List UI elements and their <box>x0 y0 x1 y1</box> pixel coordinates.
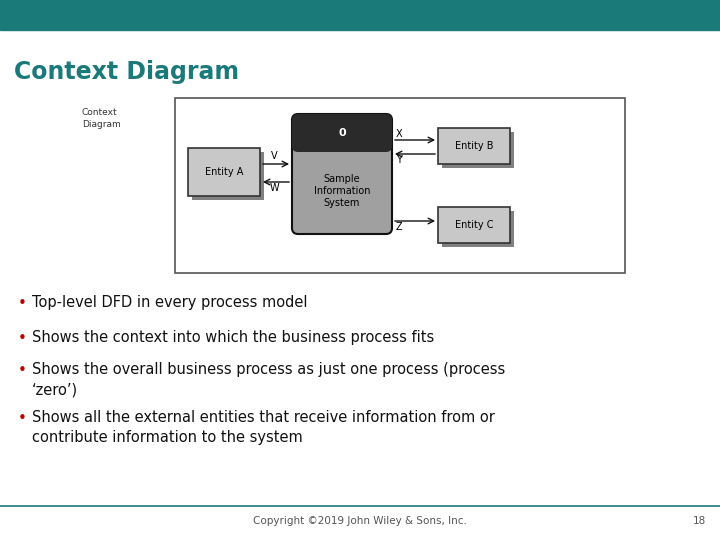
Text: •: • <box>18 331 27 346</box>
Text: •: • <box>18 411 27 426</box>
Bar <box>0 0 720 30</box>
FancyBboxPatch shape <box>292 114 392 234</box>
Text: Context Diagram: Context Diagram <box>14 60 239 84</box>
Bar <box>188 148 260 196</box>
Text: Entity A: Entity A <box>204 167 243 177</box>
Text: Context
Diagram: Context Diagram <box>82 108 121 129</box>
Bar <box>442 132 514 168</box>
Text: Sample
Information
System: Sample Information System <box>314 173 370 208</box>
Text: Shows the overall business process as just one process (process
‘zero’): Shows the overall business process as ju… <box>32 362 505 397</box>
Text: Top-level DFD in every process model: Top-level DFD in every process model <box>32 295 307 310</box>
Bar <box>438 207 510 243</box>
Bar <box>192 152 264 200</box>
Bar <box>298 133 386 147</box>
Text: Shows all the external entities that receive information from or
contribute info: Shows all the external entities that rec… <box>32 410 495 446</box>
Text: •: • <box>18 363 27 378</box>
Text: Entity B: Entity B <box>455 141 493 151</box>
Bar <box>438 128 510 164</box>
FancyBboxPatch shape <box>292 114 392 152</box>
Bar <box>442 211 514 247</box>
Text: Copyright ©2019 John Wiley & Sons, Inc.: Copyright ©2019 John Wiley & Sons, Inc. <box>253 516 467 526</box>
Text: X: X <box>396 129 402 139</box>
Text: Y: Y <box>396 155 402 165</box>
Text: Entity C: Entity C <box>455 220 493 230</box>
Text: •: • <box>18 296 27 311</box>
Text: V: V <box>271 151 277 161</box>
Bar <box>175 98 625 273</box>
Text: Z: Z <box>396 222 402 232</box>
Text: 18: 18 <box>693 516 706 526</box>
Text: W: W <box>269 183 279 193</box>
Text: 0: 0 <box>338 128 346 138</box>
Text: Shows the context into which the business process fits: Shows the context into which the busines… <box>32 330 434 345</box>
